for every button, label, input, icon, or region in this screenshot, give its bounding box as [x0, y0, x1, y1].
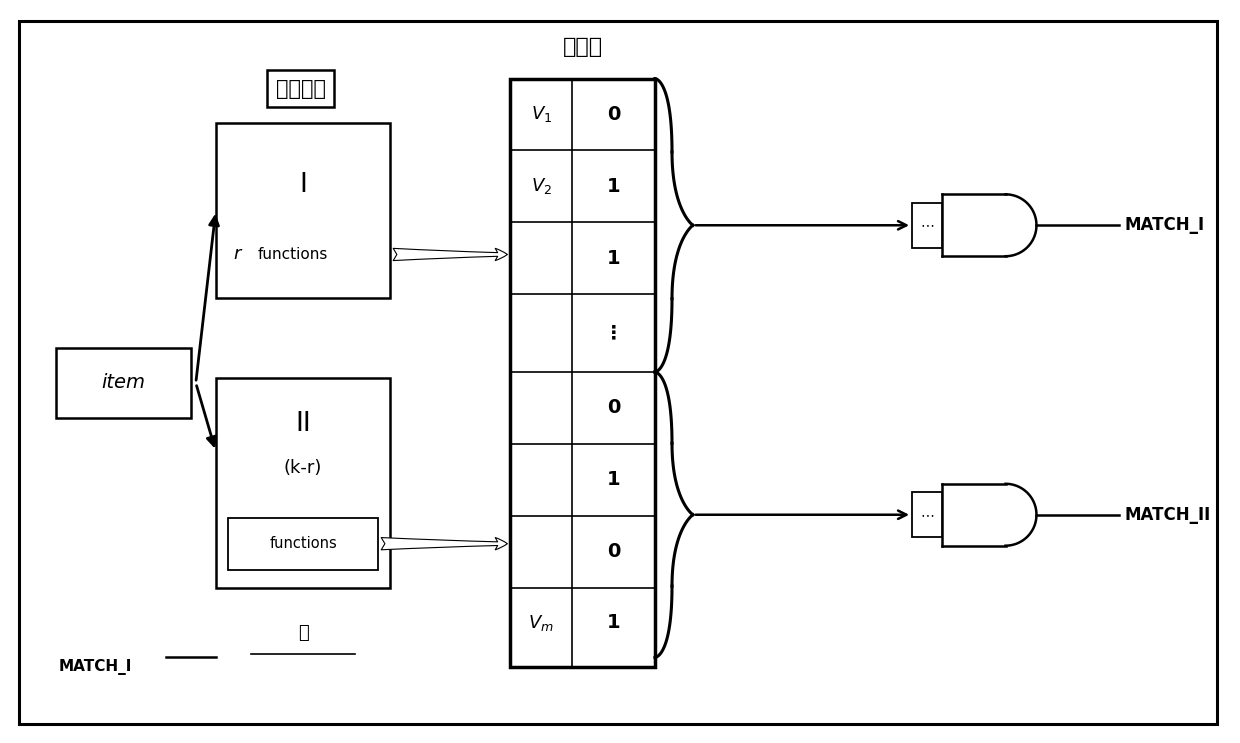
Text: functions: functions: [269, 536, 337, 551]
Text: $V_m$: $V_m$: [528, 612, 554, 632]
Text: MATCH_II: MATCH_II: [1123, 506, 1210, 524]
FancyBboxPatch shape: [19, 21, 1216, 724]
Text: item: item: [102, 374, 145, 392]
FancyBboxPatch shape: [510, 79, 655, 667]
Text: 0: 0: [606, 105, 620, 124]
Text: ⋮: ⋮: [604, 323, 624, 343]
Text: $V_2$: $V_2$: [531, 176, 552, 196]
Text: functions: functions: [258, 247, 329, 262]
FancyBboxPatch shape: [216, 378, 391, 588]
Text: 1: 1: [606, 613, 620, 632]
Text: MATCH_I: MATCH_I: [1123, 216, 1204, 234]
Text: 0: 0: [606, 398, 620, 418]
FancyBboxPatch shape: [228, 518, 378, 570]
Text: MATCH_I: MATCH_I: [60, 660, 133, 675]
Text: (k-r): (k-r): [284, 459, 322, 477]
Text: $V_1$: $V_1$: [531, 105, 552, 125]
Text: I: I: [299, 172, 308, 198]
Text: 1: 1: [606, 470, 620, 490]
Text: 0: 0: [606, 542, 620, 561]
Text: 1: 1: [606, 249, 620, 267]
Text: 1: 1: [606, 177, 620, 196]
FancyBboxPatch shape: [911, 203, 942, 247]
Text: 表: 表: [298, 623, 309, 641]
FancyBboxPatch shape: [216, 123, 391, 298]
Text: 哈希函数: 哈希函数: [275, 79, 326, 99]
Text: 哈希表: 哈希表: [563, 36, 603, 56]
FancyBboxPatch shape: [911, 493, 942, 537]
Text: ⋯: ⋯: [920, 218, 934, 233]
Text: r: r: [233, 245, 241, 264]
FancyBboxPatch shape: [56, 348, 191, 418]
Text: II: II: [295, 411, 311, 437]
Text: ⋯: ⋯: [920, 507, 934, 522]
